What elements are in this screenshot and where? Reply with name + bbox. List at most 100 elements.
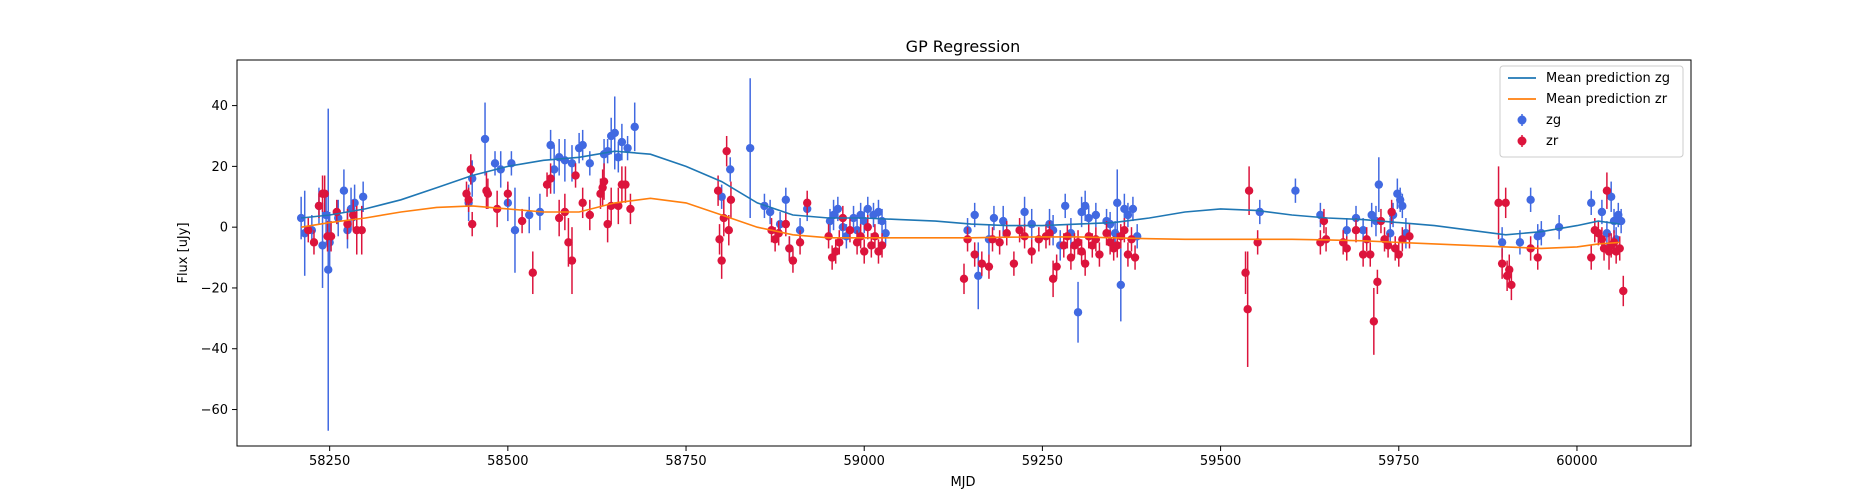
zr-point [1102, 229, 1111, 238]
zr-point [835, 238, 844, 247]
zg-point [490, 159, 500, 168]
series-mean-prediction-zr [300, 197, 1620, 250]
zg-point [1367, 210, 1376, 220]
zr-point [309, 238, 319, 247]
zr-point [1587, 253, 1596, 262]
zg-point [1497, 238, 1507, 247]
zr-point [824, 232, 833, 241]
zr-point [1091, 235, 1101, 244]
zr-point [1398, 235, 1407, 244]
y-tick-label: 0 [220, 221, 228, 236]
zr-point [1369, 317, 1379, 326]
y-axis: −60 −40 −20 0 20 40 [201, 99, 237, 418]
zr-point [578, 198, 587, 208]
zg-point [781, 195, 791, 205]
zr-point [1088, 241, 1097, 250]
zr-point [621, 180, 630, 189]
zr-point [1497, 259, 1507, 268]
zr-point [860, 247, 869, 256]
zg-point [1537, 229, 1546, 238]
x-tick-label: 58250 [309, 454, 350, 469]
zr-point [1241, 268, 1250, 277]
zr-point [314, 201, 324, 211]
zr-point [1501, 198, 1510, 208]
zg-point [1077, 207, 1086, 217]
legend-label-zg-line: Mean prediction zg [1546, 71, 1670, 86]
zr-point [517, 216, 527, 226]
zg-point [881, 229, 890, 238]
zr-point [1597, 235, 1607, 244]
zr-point [1048, 274, 1058, 284]
zg-point [1358, 226, 1368, 235]
zr-point [466, 165, 475, 174]
zg-point [1587, 198, 1596, 208]
zg-point [1526, 195, 1535, 205]
zg-point [510, 226, 520, 235]
zg-point [1606, 192, 1616, 201]
zr-point [781, 219, 791, 229]
zr-point [1059, 241, 1068, 250]
x-tick-label: 58500 [487, 454, 528, 469]
zg-point [726, 165, 735, 174]
zr-point [863, 222, 872, 232]
zr-point [567, 256, 577, 265]
zr-point [464, 195, 473, 205]
mean-prediction-zr-line [300, 197, 1620, 250]
zg-point [989, 213, 999, 223]
zg-point [480, 134, 490, 144]
zr-point [1507, 280, 1516, 290]
zg-point [617, 137, 627, 147]
zr-point [571, 171, 580, 180]
zr-point [831, 247, 840, 256]
series-zr [304, 135, 1628, 367]
zr-point [867, 241, 876, 250]
y-axis-label: Flux [uJy] [176, 222, 191, 283]
zr-point [357, 226, 366, 235]
legend-label-zr-line: Mean prediction zr [1546, 92, 1668, 107]
zr-point [1594, 229, 1603, 238]
zr-point [984, 262, 994, 271]
zr-point [614, 201, 623, 211]
zg-point [623, 143, 632, 153]
zr-point [542, 180, 552, 189]
zr-point [1243, 305, 1252, 314]
zr-point [995, 238, 1004, 247]
zg-point [549, 165, 559, 174]
zr-point [1077, 247, 1086, 256]
zr-point [845, 226, 855, 235]
zg-point [717, 192, 726, 201]
zr-point [774, 229, 783, 238]
zr-point [726, 195, 736, 205]
zr-point [717, 256, 726, 265]
zr-point [959, 274, 969, 284]
zg-point [614, 153, 623, 162]
zr-point [503, 189, 513, 198]
y-tick-label: −40 [201, 342, 228, 357]
zr-point [468, 219, 477, 229]
chart-title: GP Regression [906, 37, 1021, 56]
zg-point [1080, 201, 1090, 211]
zr-point [1533, 253, 1542, 262]
axes-frame [236, 59, 1692, 447]
zr-point [877, 241, 887, 250]
x-tick-label: 58750 [665, 454, 706, 469]
zr-point [564, 238, 573, 247]
zr-point [626, 204, 635, 214]
zr-point [1505, 265, 1514, 274]
x-tick-label: 59500 [1200, 454, 1241, 469]
zr-point [1045, 229, 1054, 238]
zr-point [528, 268, 537, 277]
zr-point [603, 219, 612, 229]
zg-point [825, 216, 835, 226]
zg-point [1398, 201, 1407, 211]
zr-point [1073, 238, 1083, 247]
zg-point [1091, 210, 1101, 220]
zr-point [483, 189, 493, 198]
zr-point [599, 177, 609, 186]
zr-point [852, 238, 862, 247]
zg-point [1020, 207, 1029, 217]
zr-point [1394, 250, 1403, 259]
zg-point [546, 140, 555, 150]
zr-point [1130, 253, 1140, 262]
zr-point [713, 186, 723, 195]
